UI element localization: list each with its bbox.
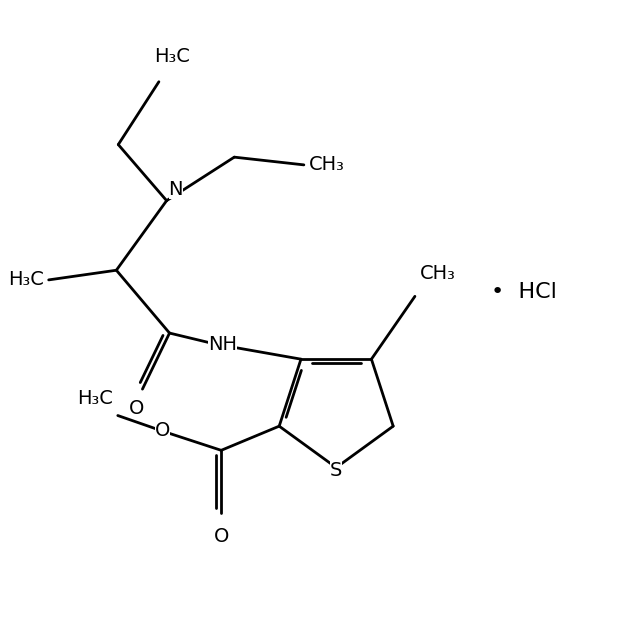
Text: H₃C: H₃C [8, 270, 44, 289]
Text: O: O [129, 399, 145, 418]
Text: NH: NH [208, 335, 237, 354]
Text: H₃C: H₃C [154, 47, 190, 66]
Text: CH₃: CH₃ [420, 264, 456, 283]
Text: •  HCl: • HCl [491, 282, 557, 302]
Text: S: S [330, 461, 342, 480]
Text: N: N [168, 179, 183, 199]
Text: H₃C: H₃C [77, 389, 113, 408]
Text: O: O [155, 420, 170, 440]
Text: CH₃: CH₃ [308, 155, 344, 175]
Text: O: O [214, 527, 229, 546]
